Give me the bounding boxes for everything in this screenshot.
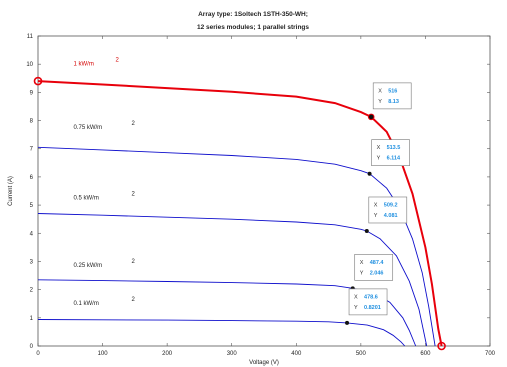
y-tick-label: 5 — [30, 203, 34, 209]
datatip-point — [367, 171, 372, 176]
datatip-y-key: Y — [378, 99, 382, 105]
datatip-point — [367, 113, 375, 121]
y-tick-label: 1 — [30, 316, 34, 322]
y-tick-label: 6 — [30, 175, 34, 181]
datatip-y-value: 4.081 — [384, 213, 398, 219]
datatip-box — [371, 139, 410, 166]
y-tick-label: 0 — [30, 344, 34, 350]
y-tick-label: 7 — [30, 147, 34, 153]
series-label: 0.5 kW/m — [74, 195, 99, 201]
datatip-x-key: X — [377, 145, 381, 151]
datatip-x-value: 509.2 — [384, 202, 398, 208]
datatip-y-value: 8.13 — [388, 99, 399, 105]
x-axis-label: Voltage (V) — [249, 360, 279, 366]
datatip-y-key: Y — [354, 305, 358, 311]
irradiance-labels: 1 kW/m 2 0.75 kW/m 2 0.5 kW/m 2 0.25 kW/m 2 0.1 … — [74, 58, 136, 308]
series-label: 0.25 kW/m — [74, 263, 103, 269]
y-tick-label: 10 — [26, 62, 33, 68]
y-tick-label: 4 — [30, 231, 34, 237]
datatip-y-value: 0.8201 — [364, 305, 381, 311]
datatip-y-value: 2.046 — [370, 270, 384, 276]
datatip-x-key: X — [378, 88, 382, 94]
series-line — [37, 279, 417, 347]
series-label-superscript: 2 — [132, 259, 136, 265]
x-tick-label: 400 — [291, 351, 302, 357]
x-tick-label: 0 — [36, 351, 40, 357]
datatip-x-key: X — [354, 294, 358, 300]
datatip-y-key: Y — [360, 270, 364, 276]
datatip-box — [368, 196, 408, 224]
x-tick-label: 600 — [420, 351, 431, 357]
series-label-superscript: 2 — [132, 297, 136, 303]
y-tick-label: 8 — [30, 119, 34, 125]
series-label: 1 kW/m — [74, 62, 94, 68]
series-label-superscript: 2 — [132, 191, 136, 197]
voc-1kw-marker — [437, 341, 446, 351]
datatip-point — [345, 320, 350, 325]
x-tick-label: 700 — [485, 351, 496, 357]
series-label-superscript: 2 — [132, 121, 136, 127]
series-label: 0.1 kW/m — [74, 301, 99, 307]
datatip-x-key: X — [374, 202, 378, 208]
datatip-y-key: Y — [377, 156, 381, 162]
datatip-x-value: 516 — [388, 88, 397, 94]
series-label: 0.75 kW/m — [74, 125, 103, 131]
datatip-x-value: 487.4 — [370, 260, 385, 266]
axis-ticks: 0 100 200 300 400 500 600 700 0 1 2 3 4 5 6 7 8 9 10 11 — [26, 34, 495, 357]
datatip-box — [354, 254, 394, 281]
y-tick-label: 3 — [30, 259, 34, 265]
datatip-y-key: Y — [374, 213, 378, 219]
datatip-box — [372, 82, 412, 110]
plot-area — [37, 35, 491, 347]
datatips: X 516 Y 8.13 X 513.5 Y 6.114 X 509.2 Y 4.081 X 487.4 Y… — [345, 82, 412, 325]
series-line — [37, 319, 406, 347]
series-label-superscript: 2 — [116, 58, 120, 64]
y-tick-label: 11 — [27, 34, 34, 40]
x-tick-label: 100 — [98, 351, 109, 357]
series-line — [37, 146, 436, 347]
endpoint-markers — [33, 76, 446, 351]
y-tick-label: 9 — [30, 90, 34, 96]
series-line — [37, 213, 428, 347]
x-tick-label: 500 — [356, 351, 367, 357]
datatip-x-value: 513.5 — [387, 145, 401, 151]
x-tick-label: 300 — [227, 351, 238, 357]
datatip-x-key: X — [360, 260, 364, 266]
chart-title-line-2: 12 series modules; 1 parallel strings — [197, 24, 309, 31]
datatip-point — [364, 228, 369, 233]
datatip-x-value: 478.6 — [364, 294, 378, 300]
y-axis-label: Current (A) — [8, 176, 14, 206]
y-tick-label: 2 — [30, 288, 34, 294]
datatip-y-value: 6.114 — [387, 156, 401, 162]
chart-title-line-1: Array type: 1Soltech 1STH-350-WH; — [198, 11, 308, 18]
isc-1kw-marker — [33, 76, 43, 86]
x-tick-label: 200 — [162, 351, 173, 357]
datatip-box — [348, 288, 388, 316]
